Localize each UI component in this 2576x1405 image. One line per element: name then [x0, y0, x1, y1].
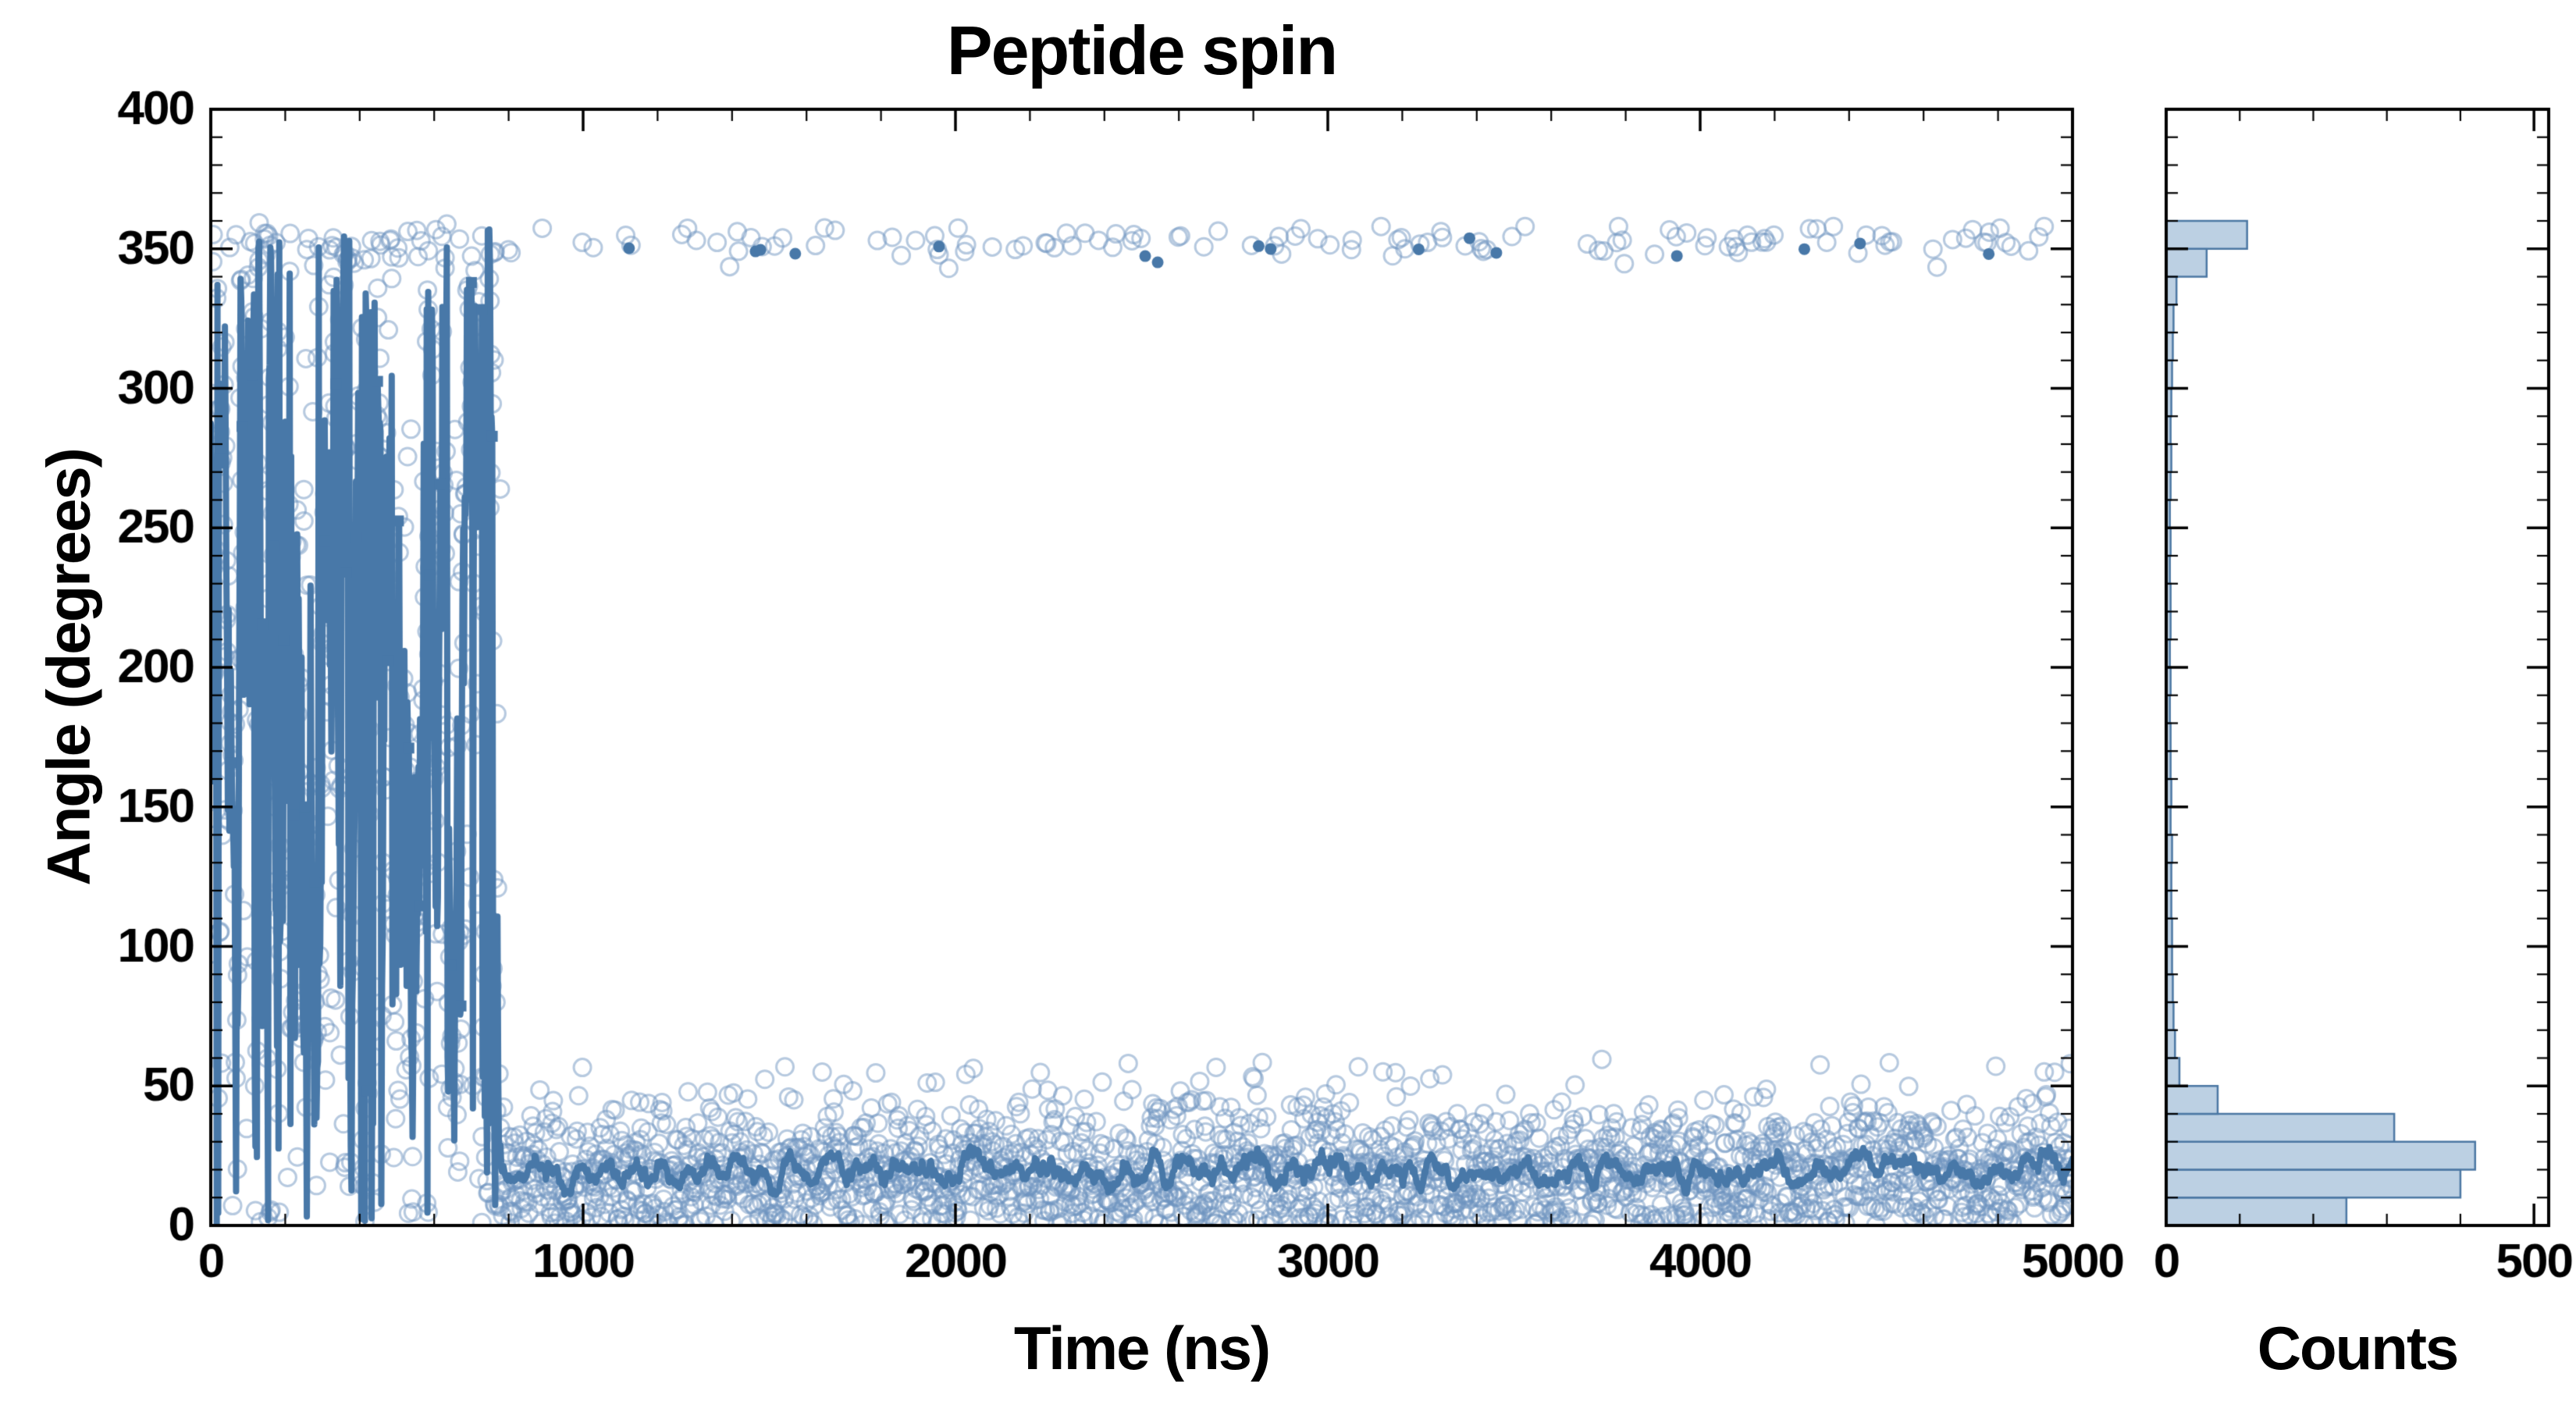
chart-title: Peptide spin [946, 12, 1338, 89]
hist-x-axis-label: Counts [2257, 1314, 2460, 1382]
x-axis-label: Time (ns) [1013, 1314, 1271, 1382]
y-axis-label: Angle (degrees) [34, 449, 103, 886]
